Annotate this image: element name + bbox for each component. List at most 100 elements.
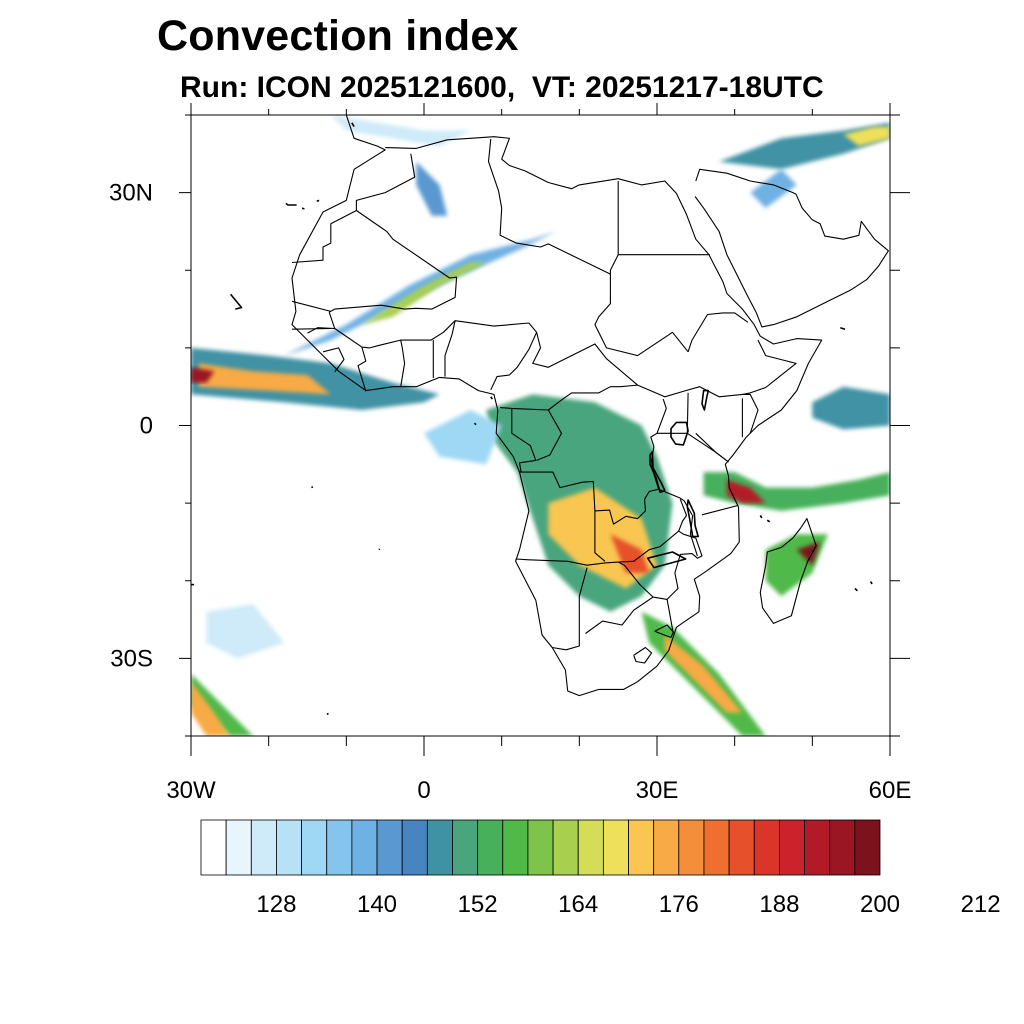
convection-region-central-africa-peak: [610, 534, 650, 573]
island-outline: [378, 548, 381, 551]
convection-region-mediterranean: [330, 115, 471, 147]
colorbar-swatch: [200, 819, 227, 876]
colorbar-swatch: [250, 819, 277, 876]
country-border: [742, 393, 759, 434]
colorbar-label: 152: [458, 891, 498, 918]
convection-region-sahara-band-core: [361, 262, 487, 325]
arabia-coastline: [694, 168, 889, 328]
colorbar-swatch: [452, 819, 479, 876]
island-outline: [473, 422, 477, 426]
country-border: [291, 300, 331, 312]
country-border: [516, 242, 689, 357]
colorbar-swatch: [577, 819, 604, 876]
lake-outline: [649, 451, 666, 494]
country-border: [444, 320, 456, 377]
island-outline: [326, 712, 329, 716]
convection-region-east-africa-core: [726, 479, 766, 504]
lat-tick-label: 30S: [110, 645, 153, 672]
colorbar-swatch: [426, 819, 453, 876]
island-outline: [229, 293, 243, 310]
colorbar-swatch: [678, 819, 705, 876]
chart-subtitle: Run: ICON 2025121600, VT: 20251217-18UTC: [180, 71, 824, 104]
country-border: [695, 432, 729, 463]
country-border: [609, 181, 619, 275]
colorbar-swatch: [477, 819, 504, 876]
map-axes: 30N 0 30S 30W 0 30E 60E: [109, 103, 911, 804]
island-outline: [759, 515, 763, 519]
lat-tick-label: 0: [140, 413, 153, 440]
convection-region-atlantic-itcz-peak: [191, 367, 215, 383]
country-border: [500, 384, 638, 411]
island-outline: [869, 581, 873, 585]
colorbar-swatch: [301, 819, 328, 876]
island-outline: [490, 396, 493, 400]
country-border: [617, 530, 703, 600]
country-border: [519, 398, 667, 525]
colorbar-swatch: [351, 819, 378, 876]
island-outline: [854, 587, 858, 592]
country-border: [322, 347, 345, 373]
country-border: [552, 596, 580, 651]
convection-region-atlantic-itcz: [191, 347, 440, 410]
country-border: [490, 332, 538, 391]
lake-outline: [646, 551, 687, 569]
convection-region-gulf-of-guinea: [424, 410, 502, 465]
country-border: [666, 599, 674, 634]
colorbar-swatch: [326, 819, 353, 876]
lon-tick-label: 60E: [869, 777, 912, 804]
colorbar-label: 212: [961, 891, 1001, 918]
colorbar-swatch: [854, 819, 881, 876]
country-border: [594, 510, 606, 562]
lake-outline: [670, 421, 689, 446]
convection-region-s-atlantic-wisps: [206, 604, 285, 659]
country-border: [515, 558, 619, 566]
lake-outline: [701, 389, 710, 411]
country-border: [633, 646, 653, 664]
lake-outline: [686, 499, 700, 538]
convection-region-atlantic-itcz-core: [198, 363, 331, 395]
colorbar-swatch: [829, 819, 856, 876]
convection-region-mozambique-core: [664, 635, 743, 713]
colorbar-label: 128: [256, 891, 296, 918]
colorbar-swatch: [653, 819, 680, 876]
colorbar-label: 140: [357, 891, 397, 918]
country-border: [328, 210, 458, 313]
convection-region-sw-atlantic: [191, 673, 254, 736]
colorbar: 128140152164176188200212224236: [200, 819, 1001, 918]
island-outline: [316, 199, 320, 202]
island-outline: [311, 486, 314, 489]
colorbar-label: 164: [558, 891, 598, 918]
country-border: [536, 409, 563, 461]
convection-region-libya-streak: [416, 161, 448, 216]
lon-tick-label: 0: [417, 777, 430, 804]
colorbar-label: 200: [860, 891, 900, 918]
colorbar-swatch: [728, 819, 755, 876]
country-border: [400, 339, 406, 387]
colorbar-swatch: [552, 819, 579, 876]
island-outline: [285, 202, 297, 206]
country-border: [687, 312, 749, 352]
country-border: [689, 514, 698, 557]
colorbar-swatch: [804, 819, 831, 876]
country-border: [328, 312, 529, 349]
country-border: [657, 432, 729, 463]
convection-region-arabia-streak: [750, 169, 797, 209]
country-border: [487, 139, 517, 244]
colorbar-swatch: [376, 819, 403, 876]
colorbar-swatch: [276, 819, 302, 876]
country-border: [355, 153, 416, 211]
convection-region-madagascar-core: [796, 541, 821, 566]
country-border: [291, 210, 357, 264]
country-border: [511, 408, 537, 473]
convection-region-indian-ocean-north: [812, 386, 890, 430]
colorbar-swatch: [502, 819, 529, 876]
lat-tick-label: 30N: [109, 180, 153, 207]
colorbar-swatch: [401, 819, 428, 876]
colorbar-label: 176: [659, 891, 699, 918]
island-outline: [766, 519, 771, 523]
country-border: [654, 624, 674, 638]
country-border: [578, 567, 588, 597]
country-border: [357, 346, 367, 392]
country-border: [701, 504, 738, 516]
madagascar-coastline: [759, 518, 817, 624]
